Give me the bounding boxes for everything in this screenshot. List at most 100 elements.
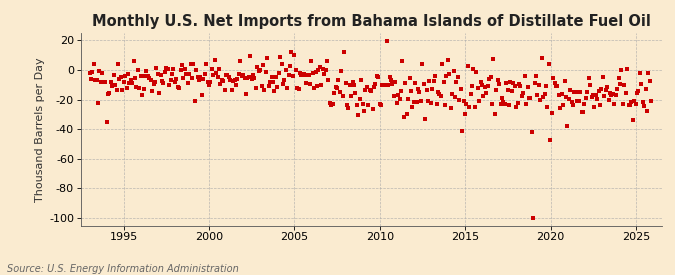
Point xyxy=(269,89,280,94)
Point xyxy=(502,88,513,92)
Point xyxy=(532,93,543,97)
Point xyxy=(468,66,479,71)
Point xyxy=(148,82,159,86)
Point xyxy=(535,98,545,102)
Point xyxy=(157,79,167,83)
Point xyxy=(326,103,337,108)
Point xyxy=(526,130,537,134)
Point xyxy=(572,99,583,103)
Point xyxy=(613,76,624,80)
Point xyxy=(483,84,493,89)
Point xyxy=(115,75,126,79)
Point xyxy=(427,87,437,92)
Point xyxy=(138,87,149,91)
Point xyxy=(126,78,136,82)
Point xyxy=(487,102,497,106)
Point xyxy=(565,88,576,92)
Point xyxy=(107,84,117,89)
Point xyxy=(549,81,560,86)
Point xyxy=(235,59,246,63)
Point xyxy=(619,83,630,87)
Point xyxy=(555,106,566,111)
Point xyxy=(96,79,107,84)
Point xyxy=(319,72,329,76)
Point xyxy=(525,96,536,101)
Point xyxy=(185,62,196,66)
Point xyxy=(434,92,445,96)
Point xyxy=(632,91,643,96)
Point xyxy=(211,71,221,75)
Point xyxy=(207,67,217,72)
Point xyxy=(420,117,431,122)
Point xyxy=(234,72,244,76)
Point xyxy=(327,102,338,106)
Point xyxy=(592,97,603,101)
Point xyxy=(497,96,508,100)
Point xyxy=(91,77,102,82)
Point xyxy=(531,74,541,78)
Point xyxy=(178,76,189,80)
Point xyxy=(485,75,496,80)
Point xyxy=(103,92,113,97)
Point xyxy=(158,81,169,86)
Point xyxy=(474,99,485,103)
Point xyxy=(481,91,491,95)
Point xyxy=(343,106,354,110)
Point xyxy=(384,75,395,79)
Point xyxy=(374,102,385,106)
Point xyxy=(626,100,637,104)
Point xyxy=(560,95,571,100)
Point xyxy=(569,90,580,95)
Point xyxy=(642,109,653,113)
Point xyxy=(184,72,194,76)
Point xyxy=(213,67,224,71)
Point xyxy=(428,79,439,83)
Point xyxy=(403,96,414,101)
Point xyxy=(377,83,388,87)
Point xyxy=(215,81,225,86)
Point xyxy=(606,93,617,97)
Point xyxy=(369,85,379,89)
Point xyxy=(87,70,98,74)
Title: Monthly U.S. Net Imports from Bahama Islands of Distillate Fuel Oil: Monthly U.S. Net Imports from Bahama Isl… xyxy=(92,14,651,29)
Point xyxy=(508,81,518,85)
Point xyxy=(387,81,398,86)
Point xyxy=(627,118,638,123)
Point xyxy=(175,68,186,72)
Point xyxy=(477,83,487,87)
Point xyxy=(307,71,318,75)
Point xyxy=(299,72,310,76)
Point xyxy=(127,81,138,85)
Point xyxy=(195,75,206,79)
Point xyxy=(623,103,634,107)
Point xyxy=(199,72,210,76)
Point xyxy=(443,57,454,62)
Point xyxy=(290,68,301,73)
Point xyxy=(181,72,192,76)
Point xyxy=(284,73,294,78)
Point xyxy=(538,95,549,99)
Point xyxy=(294,71,305,75)
Point xyxy=(518,91,529,96)
Point xyxy=(342,103,352,107)
Point xyxy=(394,97,405,101)
Point xyxy=(285,64,296,68)
Point xyxy=(390,80,401,84)
Point xyxy=(252,65,263,70)
Point xyxy=(462,64,473,68)
Point xyxy=(430,74,441,78)
Point xyxy=(646,98,657,103)
Point xyxy=(245,53,256,58)
Point xyxy=(200,62,211,67)
Point xyxy=(411,100,422,104)
Point xyxy=(325,101,335,106)
Point xyxy=(277,82,288,87)
Point xyxy=(262,56,273,60)
Point xyxy=(578,110,589,114)
Point xyxy=(346,93,356,98)
Point xyxy=(151,66,162,70)
Point xyxy=(99,79,109,84)
Point xyxy=(512,101,523,106)
Point xyxy=(286,50,297,54)
Point xyxy=(385,77,396,82)
